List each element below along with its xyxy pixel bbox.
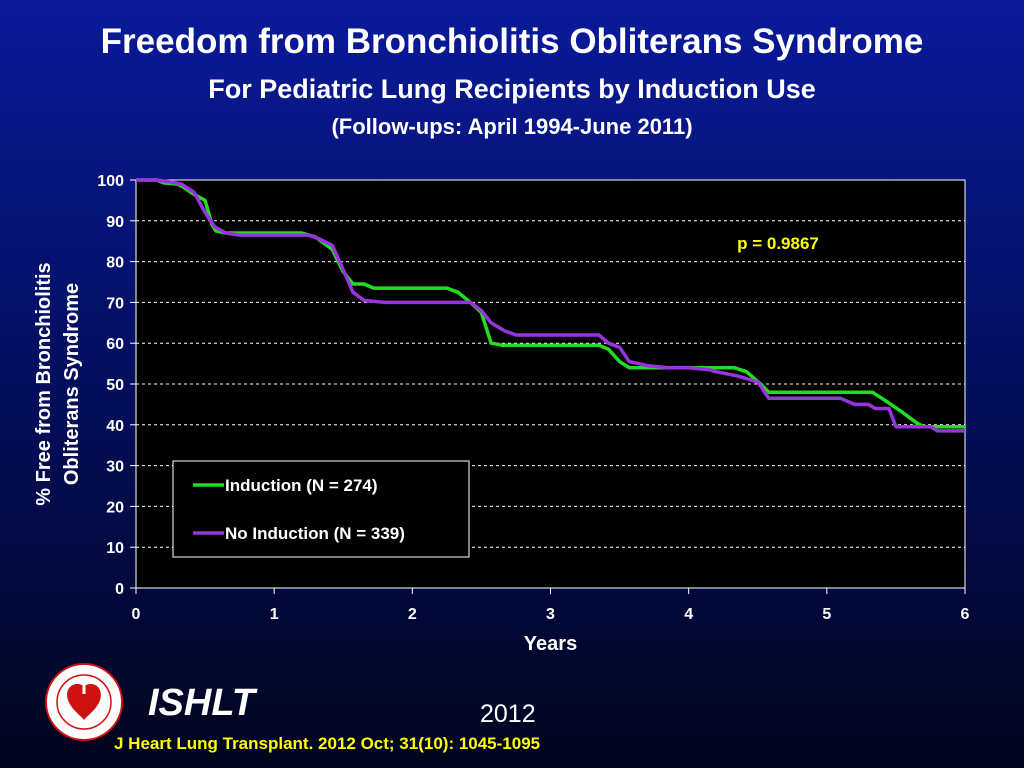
y-axis-label: % Free from Bronchiolitis <box>33 262 55 505</box>
y-tick-label: 100 <box>97 173 124 190</box>
x-tick-label: 2 <box>408 606 417 623</box>
x-tick-label: 0 <box>132 606 141 623</box>
citation: J Heart Lung Transplant. 2012 Oct; 31(10… <box>114 734 541 753</box>
p-value-annotation: p = 0.9867 <box>737 234 819 253</box>
x-tick-label: 1 <box>270 606 279 623</box>
legend <box>172 460 470 558</box>
chart-subtitle: For Pediatric Lung Recipients by Inducti… <box>208 74 816 104</box>
y-tick-label: 0 <box>115 581 124 598</box>
series-line-no-induction <box>136 178 965 433</box>
y-tick-label: 60 <box>106 336 124 353</box>
y-tick-label: 50 <box>106 377 124 394</box>
chart-title: Freedom from Bronchiolitis Obliterans Sy… <box>100 22 924 61</box>
y-tick-label: 20 <box>106 499 124 516</box>
y-tick-label: 40 <box>106 418 124 435</box>
x-tick-label: 4 <box>684 606 693 623</box>
y-axis-label-line2: Obliterans Syndrome <box>61 283 83 485</box>
x-tick-label: 3 <box>546 606 555 623</box>
org-name: ISHLT <box>148 682 255 724</box>
publication-year: 2012 <box>480 700 536 728</box>
y-tick-label: 30 <box>106 459 124 476</box>
x-tick-label: 5 <box>822 606 831 623</box>
chart-date-range: (Follow-ups: April 1994-June 2011) <box>331 114 693 139</box>
legend-label: No Induction (N = 339) <box>225 524 405 543</box>
ishlt-seal-icon <box>45 663 123 741</box>
x-axis-label: Years <box>524 633 577 655</box>
x-tick-label: 6 <box>961 606 970 623</box>
y-tick-label: 10 <box>106 540 124 557</box>
legend-label: Induction (N = 274) <box>225 476 378 495</box>
survival-chart: 0 10 20 30 40 50 60 70 80 90 100 0 1 2 3 4 5 6 Years % Free… <box>33 173 970 655</box>
y-tick-label: 90 <box>106 214 124 231</box>
y-tick-label: 70 <box>106 295 124 312</box>
y-tick-label: 80 <box>106 255 124 272</box>
